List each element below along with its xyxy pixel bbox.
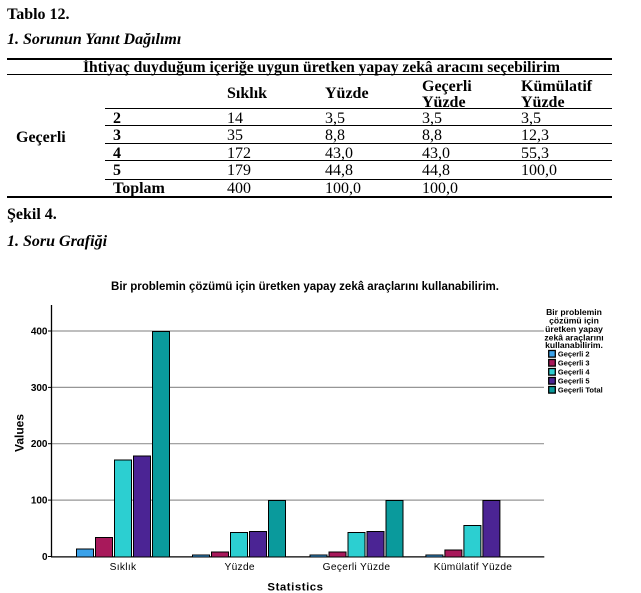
svg-text:0: 0 — [42, 552, 48, 563]
svg-text:Statistics: Statistics — [267, 582, 323, 593]
svg-text:Geçerli 3: Geçerli 3 — [558, 359, 590, 368]
svg-text:300: 300 — [31, 383, 48, 394]
svg-text:çözümü için: çözümü için — [549, 315, 599, 325]
svg-text:kullanabilirim.: kullanabilirim. — [545, 340, 603, 350]
svg-text:400: 400 — [31, 327, 48, 338]
svg-text:Geçerli 4: Geçerli 4 — [558, 368, 591, 377]
svg-text:zekâ araçlarını: zekâ araçlarını — [544, 332, 603, 342]
svg-text:Values: Values — [13, 414, 27, 452]
svg-text:Kümülatif Yüzde: Kümülatif Yüzde — [434, 562, 513, 573]
svg-text:Geçerli 5: Geçerli 5 — [558, 377, 590, 386]
svg-text:200: 200 — [31, 439, 48, 450]
svg-text:üretken yapay: üretken yapay — [545, 324, 603, 334]
svg-text:Bir problemin: Bir problemin — [546, 307, 602, 317]
svg-text:100: 100 — [31, 496, 48, 507]
svg-text:Geçerli Total: Geçerli Total — [558, 386, 603, 395]
svg-text:Bir problemin çözümü için üret: Bir problemin çözümü için üretken yapay … — [111, 281, 499, 293]
svg-text:Geçerli 2: Geçerli 2 — [558, 350, 590, 359]
svg-text:Sıklık: Sıklık — [110, 562, 137, 573]
svg-text:Geçerli Yüzde: Geçerli Yüzde — [323, 562, 391, 573]
svg-text:Yüzde: Yüzde — [225, 562, 255, 573]
